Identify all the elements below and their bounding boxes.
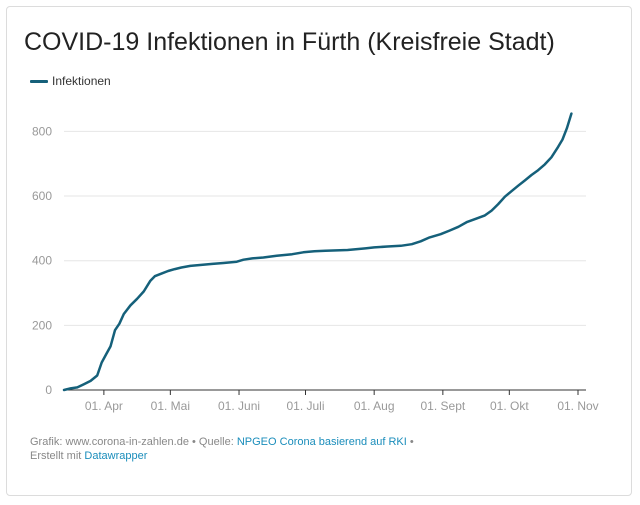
gridlines (64, 130, 586, 391)
footer-bullet: • (409, 436, 414, 448)
legend-label: Infektionen (52, 74, 111, 88)
footer-line-1: Grafik: www.corona-in-zahlen.de • Quelle… (30, 435, 414, 449)
chart-title: COVID-19 Infektionen in Fürth (Kreisfrei… (24, 28, 555, 56)
x-tick-label: 01. Juni (218, 399, 260, 413)
footer-credit: Grafik: www.corona-in-zahlen.de • Quelle… (30, 436, 234, 448)
x-tick-label: 01. Apr (85, 399, 123, 413)
x-axis-ticks: 01. Apr 01. Mai 01. Juni 01. Juli 01. Aug 01.… (85, 390, 599, 413)
legend: Infektionen (30, 74, 111, 88)
y-axis-ticks: 0 200 400 600 800 (32, 124, 52, 397)
source-link[interactable]: NPGEO Corona basierend auf RKI (236, 436, 407, 448)
x-tick-label: 01. Aug (354, 399, 395, 413)
chart-footer: Grafik: www.corona-in-zahlen.de • Quelle… (30, 435, 414, 463)
x-tick-label: 01. Nov (557, 399, 598, 413)
footer-line-2: Erstellt mit Datawrapper (30, 449, 414, 463)
y-tick-label: 600 (32, 189, 52, 203)
datawrapper-link[interactable]: Datawrapper (84, 450, 148, 462)
x-tick-label: 01. Juli (286, 399, 324, 413)
series-layer (62, 112, 573, 392)
x-tick-label: 01. Okt (490, 399, 529, 413)
y-tick-label: 200 (32, 318, 52, 332)
y-tick-label: 400 (32, 254, 52, 268)
x-tick-label: 01. Sept (421, 399, 466, 413)
y-tick-label: 0 (45, 383, 52, 397)
series-line-infektionen (62, 112, 573, 392)
y-tick-label: 800 (32, 124, 52, 138)
footer-created: Erstellt mit (30, 450, 82, 462)
x-tick-label: 01. Mai (151, 399, 190, 413)
legend-swatch (30, 79, 48, 83)
